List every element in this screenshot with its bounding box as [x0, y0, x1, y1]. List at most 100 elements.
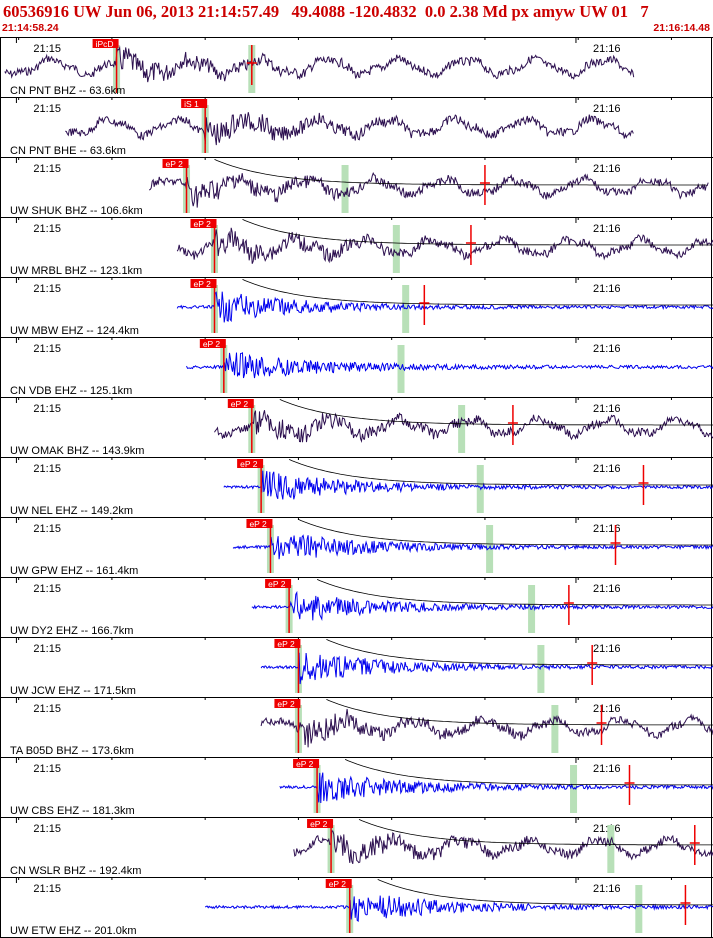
event-header: 60536916 UW Jun 06, 2013 21:14:57.49 49.…: [0, 0, 713, 38]
pick-flag[interactable]: [246, 519, 273, 528]
minute-tick-label: 21:16: [593, 283, 621, 295]
waveform: [260, 652, 713, 685]
minute-tick-label: 21:16: [593, 463, 621, 475]
pick-flag[interactable]: [274, 699, 301, 708]
pick-flag[interactable]: [92, 39, 119, 48]
minute-tick-label: 21:16: [593, 403, 621, 415]
coda-curve: [214, 159, 707, 186]
coda-window-bar: [486, 525, 494, 573]
minute-tick-label: 21:15: [33, 703, 61, 715]
coda-window-bar: [551, 705, 559, 753]
trace-label: UW DY2 EHZ -- 166.7km: [10, 625, 133, 637]
trace-label: CN VDB EHZ -- 125.1km: [10, 385, 132, 397]
trace-label: UW ETW EHZ -- 201.0km: [10, 925, 137, 937]
coda-curve: [326, 639, 713, 666]
pick-flag[interactable]: [293, 759, 320, 768]
pick-flag[interactable]: [325, 879, 352, 888]
minute-tick-label: 21:16: [593, 103, 621, 115]
coda-curve: [242, 279, 713, 306]
trace-panel: 21:15 21:16 eP 2 CN WSLR BHZ -- 192.4km: [0, 817, 713, 877]
waveform: [65, 112, 634, 146]
pick-flag[interactable]: [274, 639, 301, 648]
pick-flag[interactable]: [227, 399, 254, 408]
coda-curve: [326, 699, 713, 726]
minute-tick-label: 21:15: [33, 763, 61, 775]
waveform: [251, 590, 713, 621]
coda-curve: [242, 219, 713, 246]
waveform: [176, 291, 713, 323]
pick-label: eP 2: [240, 459, 258, 469]
trace-label: CN PNT BHE -- 63.6km: [10, 145, 126, 157]
pick-flag[interactable]: [237, 459, 264, 468]
pick-flag[interactable]: [190, 279, 217, 288]
minute-tick-label: 21:16: [593, 343, 621, 355]
coda-window-bar: [392, 225, 400, 273]
minute-tick-label: 21:15: [33, 403, 61, 415]
trace-label: UW SHUK BHZ -- 106.6km: [10, 205, 143, 217]
coda-curve: [377, 879, 713, 906]
trace-label: UW OMAK BHZ -- 143.9km: [10, 445, 144, 457]
event-title: 60536916 UW Jun 06, 2013 21:14:57.49 49.…: [3, 2, 649, 21]
pick-flag[interactable]: [181, 99, 208, 108]
waveform: [204, 895, 713, 923]
minute-tick-label: 21:15: [33, 643, 61, 655]
trace-label: UW NEL EHZ -- 149.2km: [10, 505, 133, 517]
minute-tick-label: 21:15: [33, 283, 61, 295]
trace-panel: 21:15 21:16 eP 2 UW MBW EHZ -- 124.4km: [0, 277, 713, 337]
pick-flag[interactable]: [199, 339, 226, 348]
trace-label: UW JCW EHZ -- 171.5km: [10, 685, 136, 697]
minute-tick-label: 21:16: [593, 223, 621, 235]
waveform: [260, 708, 713, 748]
trace-label: UW MBW EHZ -- 124.4km: [10, 325, 139, 337]
pick-label: iS 1: [184, 99, 199, 109]
trace-label: UW GPW EHZ -- 161.4km: [10, 565, 138, 577]
pick-label: eP 2: [166, 159, 184, 169]
minute-tick-label: 21:15: [33, 223, 61, 235]
waveform: [232, 534, 713, 560]
coda-window-bar: [537, 645, 545, 693]
coda-window-bar: [607, 825, 615, 873]
pick-label: eP 2: [203, 339, 221, 349]
pick-label: eP 2: [193, 279, 211, 289]
waveform: [293, 830, 713, 864]
coda-curve: [316, 579, 713, 606]
trace-panel: 21:15 21:16 eP 2 UW MRBL BHZ -- 123.1km: [0, 217, 713, 277]
pick-flag[interactable]: [265, 579, 292, 588]
coda-curve: [358, 819, 713, 846]
waveform: [186, 352, 713, 379]
minute-tick-label: 21:16: [593, 883, 621, 895]
trace-label: TA B05D BHZ -- 173.6km: [10, 745, 134, 757]
minute-tick-label: 21:16: [593, 703, 621, 715]
minute-tick-label: 21:15: [33, 343, 61, 355]
trace-panel: 21:15 21:16 eP 2 UW SHUK BHZ -- 106.6km: [0, 157, 713, 217]
trace-panel: 21:15 21:16 iPcD CN PNT BHZ -- 63.6km: [0, 37, 713, 97]
pick-label: eP 2: [310, 819, 328, 829]
coda-window-bar: [635, 885, 643, 933]
coda-curve: [279, 399, 713, 426]
minute-tick-label: 21:15: [33, 583, 61, 595]
pick-label: eP 2: [268, 579, 286, 589]
coda-window-bar: [458, 405, 466, 453]
minute-tick-label: 21:15: [33, 883, 61, 895]
waveform: [148, 171, 709, 208]
pick-flag[interactable]: [307, 819, 334, 828]
pick-flag[interactable]: [190, 219, 217, 228]
trace-panel: 21:15 21:16 eP 2 UW GPW EHZ -- 161.4km: [0, 517, 713, 577]
trace-label: UW MRBL BHZ -- 123.1km: [10, 265, 142, 277]
minute-tick-label: 21:16: [593, 643, 621, 655]
pick-label: eP 2: [277, 699, 295, 709]
end-time: 21:16:14.48: [653, 22, 710, 34]
waveform: [176, 227, 713, 264]
pick-label: eP 2: [277, 639, 295, 649]
minute-tick-label: 21:15: [33, 523, 61, 535]
trace-label: UW CBS EHZ -- 181.3km: [10, 805, 135, 817]
trace-panel: 21:15 21:16 eP 2 CN VDB EHZ -- 125.1km: [0, 337, 713, 397]
minute-tick-label: 21:15: [33, 823, 61, 835]
trace-panel: 21:15 21:16 eP 2 UW ETW EHZ -- 201.0km: [0, 877, 713, 937]
coda-window-bar: [341, 165, 349, 213]
waveform: [223, 470, 713, 500]
coda-curve: [344, 759, 713, 786]
trace-panel: 21:15 21:16 eP 2 UW OMAK BHZ -- 143.9km: [0, 397, 713, 457]
start-time: 21:14:58.24: [2, 22, 59, 34]
pick-flag[interactable]: [162, 159, 189, 168]
